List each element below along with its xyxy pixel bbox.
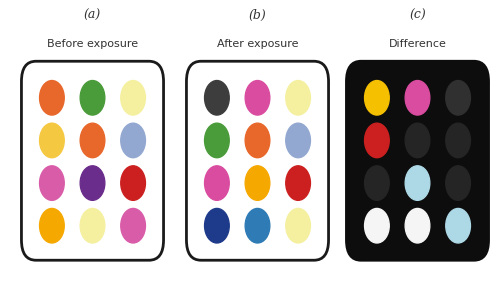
- Circle shape: [204, 81, 229, 115]
- Circle shape: [286, 81, 310, 115]
- Circle shape: [364, 208, 389, 243]
- Circle shape: [364, 123, 389, 158]
- Circle shape: [40, 166, 64, 200]
- Circle shape: [245, 123, 270, 158]
- Text: Before exposure: Before exposure: [47, 39, 138, 49]
- Circle shape: [80, 166, 105, 200]
- Circle shape: [446, 123, 470, 158]
- Text: Difference: Difference: [388, 39, 446, 49]
- Circle shape: [40, 81, 64, 115]
- Circle shape: [121, 123, 146, 158]
- Circle shape: [286, 208, 310, 243]
- FancyBboxPatch shape: [22, 61, 164, 260]
- FancyBboxPatch shape: [346, 61, 488, 260]
- Circle shape: [245, 166, 270, 200]
- Text: (b): (b): [248, 8, 266, 21]
- Circle shape: [364, 81, 389, 115]
- Circle shape: [121, 81, 146, 115]
- Circle shape: [40, 123, 64, 158]
- Circle shape: [40, 208, 64, 243]
- Circle shape: [204, 123, 229, 158]
- Circle shape: [446, 208, 470, 243]
- Circle shape: [446, 166, 470, 200]
- Circle shape: [245, 81, 270, 115]
- Circle shape: [286, 123, 310, 158]
- Circle shape: [80, 81, 105, 115]
- Circle shape: [121, 208, 146, 243]
- FancyBboxPatch shape: [186, 61, 328, 260]
- Circle shape: [286, 166, 310, 200]
- Circle shape: [245, 208, 270, 243]
- Text: (a): (a): [84, 8, 101, 21]
- Circle shape: [405, 208, 430, 243]
- Circle shape: [405, 123, 430, 158]
- Circle shape: [446, 81, 470, 115]
- Circle shape: [405, 81, 430, 115]
- Circle shape: [80, 123, 105, 158]
- Circle shape: [204, 166, 229, 200]
- Circle shape: [80, 208, 105, 243]
- Circle shape: [364, 166, 389, 200]
- Text: After exposure: After exposure: [217, 39, 298, 49]
- Text: (c): (c): [409, 8, 426, 21]
- Circle shape: [405, 166, 430, 200]
- Circle shape: [204, 208, 229, 243]
- Circle shape: [121, 166, 146, 200]
